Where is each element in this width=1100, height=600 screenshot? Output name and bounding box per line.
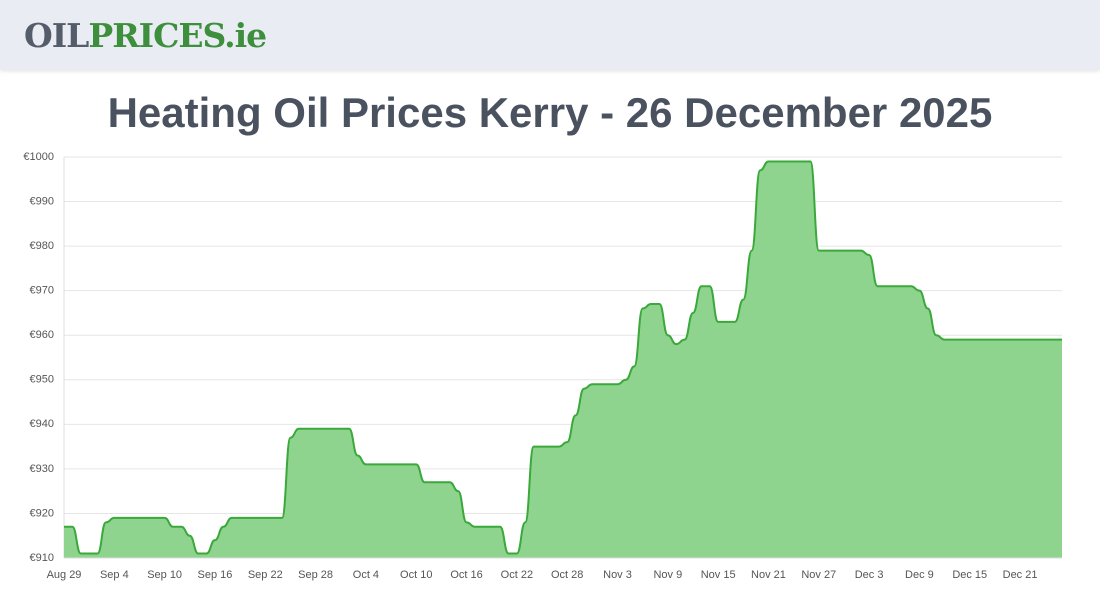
y-tick-label: €940	[30, 418, 54, 430]
y-tick-label: €930	[30, 463, 54, 475]
price-line	[63, 160, 1062, 555]
x-tick-label: Oct 22	[501, 569, 533, 581]
x-tick-label: Nov 3	[603, 569, 632, 581]
x-tick-label: Nov 21	[751, 569, 786, 581]
header-bar: OILPRICES.ie	[0, 0, 1100, 70]
x-tick-label: Dec 21	[1003, 569, 1038, 581]
x-tick-label: Oct 4	[353, 569, 379, 581]
logo[interactable]: OILPRICES.ie	[24, 16, 267, 56]
y-tick-label: €910	[30, 552, 54, 564]
y-tick-label: €1000	[23, 151, 54, 163]
chart-title: Heating Oil Prices Kerry - 26 December 2…	[108, 89, 993, 136]
x-tick-label: Sep 16	[198, 569, 233, 581]
x-tick-label: Oct 28	[551, 569, 583, 581]
x-tick-label: Dec 9	[905, 569, 934, 581]
logo-text: PRICES.ie	[88, 16, 267, 55]
x-tick-label: Nov 15	[701, 569, 736, 581]
y-tick-label: €950	[30, 374, 54, 386]
x-tick-label: Dec 15	[952, 569, 987, 581]
x-tick-label: Dec 3	[855, 569, 884, 581]
area-fill	[64, 161, 1062, 558]
y-tick-label: €970	[30, 285, 54, 297]
x-tick-label: Sep 4	[100, 569, 129, 581]
x-tick-label: Nov 27	[801, 569, 836, 581]
x-tick-label: Nov 9	[653, 569, 682, 581]
x-tick-label: Sep 28	[298, 569, 333, 581]
y-tick-label: €990	[30, 195, 54, 207]
x-tick-label: Sep 10	[147, 569, 182, 581]
logo-text: OIL	[24, 16, 89, 55]
y-tick-label: €960	[30, 329, 54, 341]
x-tick-label: Oct 10	[400, 569, 432, 581]
y-tick-label: €980	[30, 240, 54, 252]
x-tick-label: Oct 16	[450, 569, 482, 581]
x-tick-label: Aug 29	[47, 569, 82, 581]
y-tick-label: €920	[30, 507, 54, 519]
x-tick-label: Sep 22	[248, 569, 283, 581]
